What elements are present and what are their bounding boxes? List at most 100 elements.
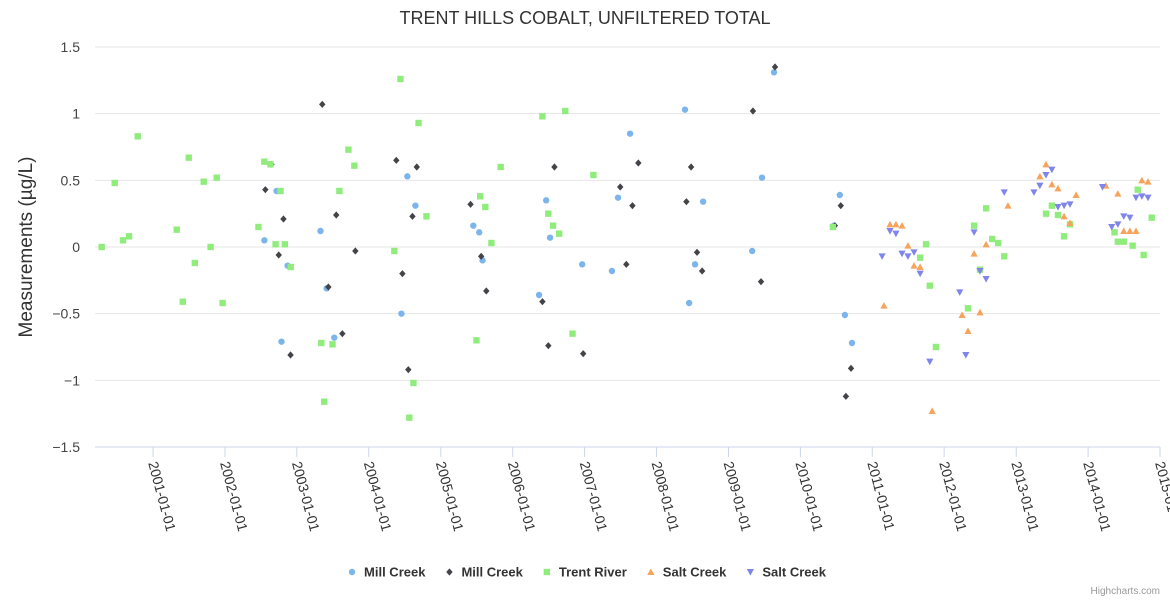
data-point[interactable] <box>771 63 779 71</box>
data-point[interactable] <box>614 194 622 201</box>
data-point[interactable] <box>119 237 127 244</box>
data-point[interactable] <box>325 283 332 291</box>
data-point[interactable] <box>399 270 406 278</box>
data-point[interactable] <box>1144 178 1152 185</box>
data-point[interactable] <box>1138 176 1146 184</box>
data-point[interactable] <box>748 247 756 255</box>
data-point[interactable] <box>539 298 546 306</box>
data-point[interactable] <box>617 183 624 191</box>
data-point[interactable] <box>542 197 550 204</box>
data-point[interactable] <box>261 158 268 165</box>
data-point[interactable] <box>687 163 695 171</box>
data-point[interactable] <box>878 253 886 260</box>
data-point[interactable] <box>994 239 1002 247</box>
data-point[interactable] <box>255 223 262 231</box>
data-point[interactable] <box>1048 202 1056 209</box>
data-point[interactable] <box>483 287 490 295</box>
data-point[interactable] <box>261 237 268 244</box>
data-point[interactable] <box>910 262 918 269</box>
data-point[interactable] <box>391 247 398 255</box>
data-point[interactable] <box>916 263 924 270</box>
data-point[interactable] <box>1132 194 1140 202</box>
data-point[interactable] <box>932 343 940 351</box>
data-point[interactable] <box>928 407 936 414</box>
data-point[interactable] <box>926 282 933 289</box>
data-point[interactable] <box>185 154 192 161</box>
data-point[interactable] <box>179 298 187 305</box>
data-point[interactable] <box>579 350 587 358</box>
data-point[interactable] <box>191 259 199 267</box>
data-point[interactable] <box>1054 184 1062 192</box>
legend-marker[interactable] <box>647 568 655 575</box>
data-point[interactable] <box>956 289 964 296</box>
data-point[interactable] <box>898 250 906 258</box>
data-point[interactable] <box>848 339 856 347</box>
data-point[interactable] <box>404 173 411 180</box>
data-point[interactable] <box>546 234 554 241</box>
data-point[interactable] <box>272 241 279 248</box>
data-point[interactable] <box>962 352 970 359</box>
data-point[interactable] <box>318 339 325 347</box>
data-point[interactable] <box>1054 204 1062 211</box>
data-point[interactable] <box>345 146 352 153</box>
data-point[interactable] <box>488 239 495 247</box>
data-point[interactable] <box>1144 194 1152 202</box>
data-point[interactable] <box>989 235 996 243</box>
data-point[interactable] <box>837 202 844 210</box>
data-point[interactable] <box>497 163 504 171</box>
data-point[interactable] <box>904 242 912 249</box>
data-point[interactable] <box>319 100 326 108</box>
legend-marker[interactable] <box>746 569 754 576</box>
data-point[interactable] <box>482 203 489 211</box>
data-point[interactable] <box>982 240 990 248</box>
data-point[interactable] <box>134 133 141 140</box>
data-point[interactable] <box>329 341 336 348</box>
data-point[interactable] <box>1001 253 1008 260</box>
data-point[interactable] <box>626 130 634 137</box>
data-point[interactable] <box>898 222 906 229</box>
data-point[interactable] <box>699 198 707 205</box>
data-point[interactable] <box>922 241 930 248</box>
data-point[interactable] <box>339 330 346 338</box>
data-point[interactable] <box>477 252 485 260</box>
data-point[interactable] <box>1114 221 1122 228</box>
data-point[interactable] <box>213 174 220 181</box>
data-point[interactable] <box>545 342 552 350</box>
data-point[interactable] <box>590 171 597 179</box>
data-point[interactable] <box>916 270 924 278</box>
data-point[interactable] <box>569 330 576 337</box>
data-point[interactable] <box>539 113 546 120</box>
data-point[interactable] <box>398 310 405 317</box>
data-point[interactable] <box>173 226 180 233</box>
data-point[interactable] <box>405 366 412 374</box>
data-point[interactable] <box>976 308 984 316</box>
legend-item[interactable]: Mill Creek <box>446 565 524 580</box>
data-point[interactable] <box>549 222 557 229</box>
data-point[interactable] <box>410 379 417 387</box>
data-point[interactable] <box>970 250 978 257</box>
data-point[interactable] <box>262 186 269 194</box>
data-point[interactable] <box>757 278 765 286</box>
data-point[interactable] <box>579 261 586 268</box>
data-point[interactable] <box>1126 227 1134 234</box>
data-point[interactable] <box>1048 166 1056 174</box>
data-point[interactable] <box>1129 242 1136 249</box>
data-point[interactable] <box>1120 227 1128 234</box>
data-point[interactable] <box>1060 202 1068 210</box>
data-point[interactable] <box>267 161 274 168</box>
data-point[interactable] <box>635 159 642 167</box>
data-point[interactable] <box>926 358 934 366</box>
data-point[interactable] <box>1042 210 1050 217</box>
data-point[interactable] <box>970 222 978 229</box>
data-point[interactable] <box>277 187 284 195</box>
data-point[interactable] <box>1120 238 1127 245</box>
data-point[interactable] <box>976 268 984 275</box>
data-point[interactable] <box>681 106 689 113</box>
data-point[interactable] <box>982 205 990 212</box>
data-point[interactable] <box>623 260 630 268</box>
data-point[interactable] <box>964 305 972 312</box>
data-point[interactable] <box>886 228 894 235</box>
data-point[interactable] <box>880 302 888 309</box>
data-point[interactable] <box>331 334 338 341</box>
data-point[interactable] <box>1066 201 1074 208</box>
